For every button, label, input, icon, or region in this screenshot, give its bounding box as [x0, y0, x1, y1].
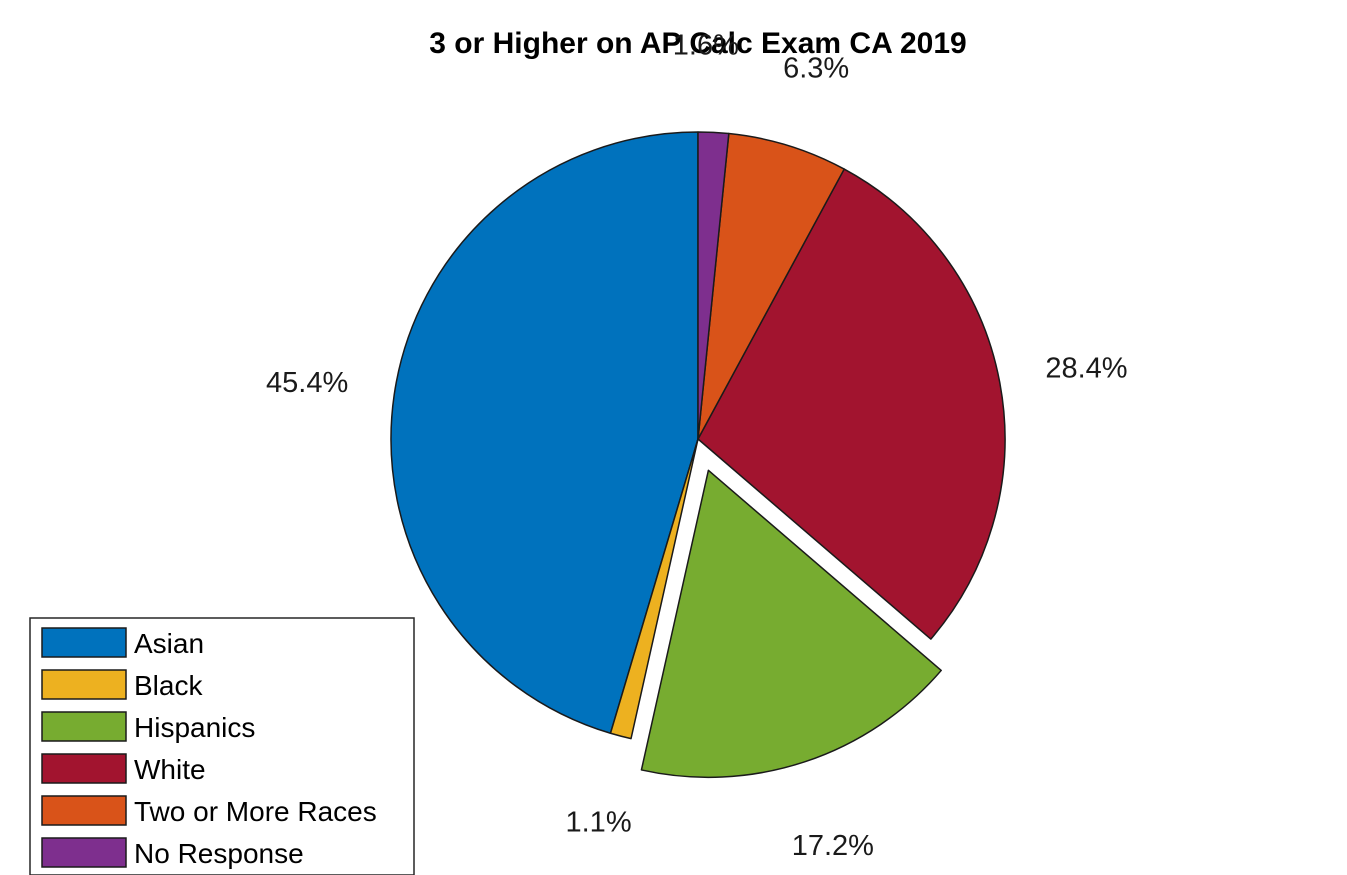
legend-label-hispanics: Hispanics	[134, 712, 255, 743]
legend-swatch-black	[41, 669, 127, 700]
legend-swatch-asian	[41, 627, 127, 658]
slice-no-response	[697, 131, 730, 440]
slice-label-black: 1.1%	[566, 806, 632, 838]
legend-box	[29, 617, 415, 875]
legend-swatch-no-response	[41, 837, 127, 868]
pie-slices	[390, 131, 1006, 779]
legend-swatch-white	[41, 753, 127, 784]
slice-label-white: 28.4%	[1045, 352, 1127, 384]
slice-two-or-more-races	[697, 132, 845, 440]
slice-hispanics	[640, 469, 942, 779]
legend-label-asian: Asian	[134, 628, 204, 659]
legend-label-white: White	[134, 754, 206, 785]
legend: Asian Black Hispanics White Two or More Race…	[29, 617, 415, 875]
legend-label-two-or-more-races: Two or More Races	[134, 796, 377, 827]
chart-title: 3 or Higher on AP Calc Exam CA 2019	[429, 27, 966, 60]
legend-label-black: Black	[134, 670, 203, 701]
slice-label-hispanics: 17.2%	[792, 830, 874, 862]
legend-swatch-hispanics	[41, 711, 127, 742]
slice-label-no-response: 1.6%	[673, 29, 739, 61]
slice-labels: 45.4% 1.1% 17.2% 28.4% 6.3% 1.6%	[266, 29, 1128, 862]
legend-swatch-two-or-more-races	[41, 795, 127, 826]
slice-label-two-or-more-races: 6.3%	[783, 52, 849, 84]
slice-label-asian: 45.4%	[266, 367, 348, 399]
slice-white	[697, 168, 1006, 640]
slice-black	[609, 438, 699, 740]
legend-label-no-response: No Response	[134, 838, 304, 869]
slice-asian	[390, 131, 699, 735]
